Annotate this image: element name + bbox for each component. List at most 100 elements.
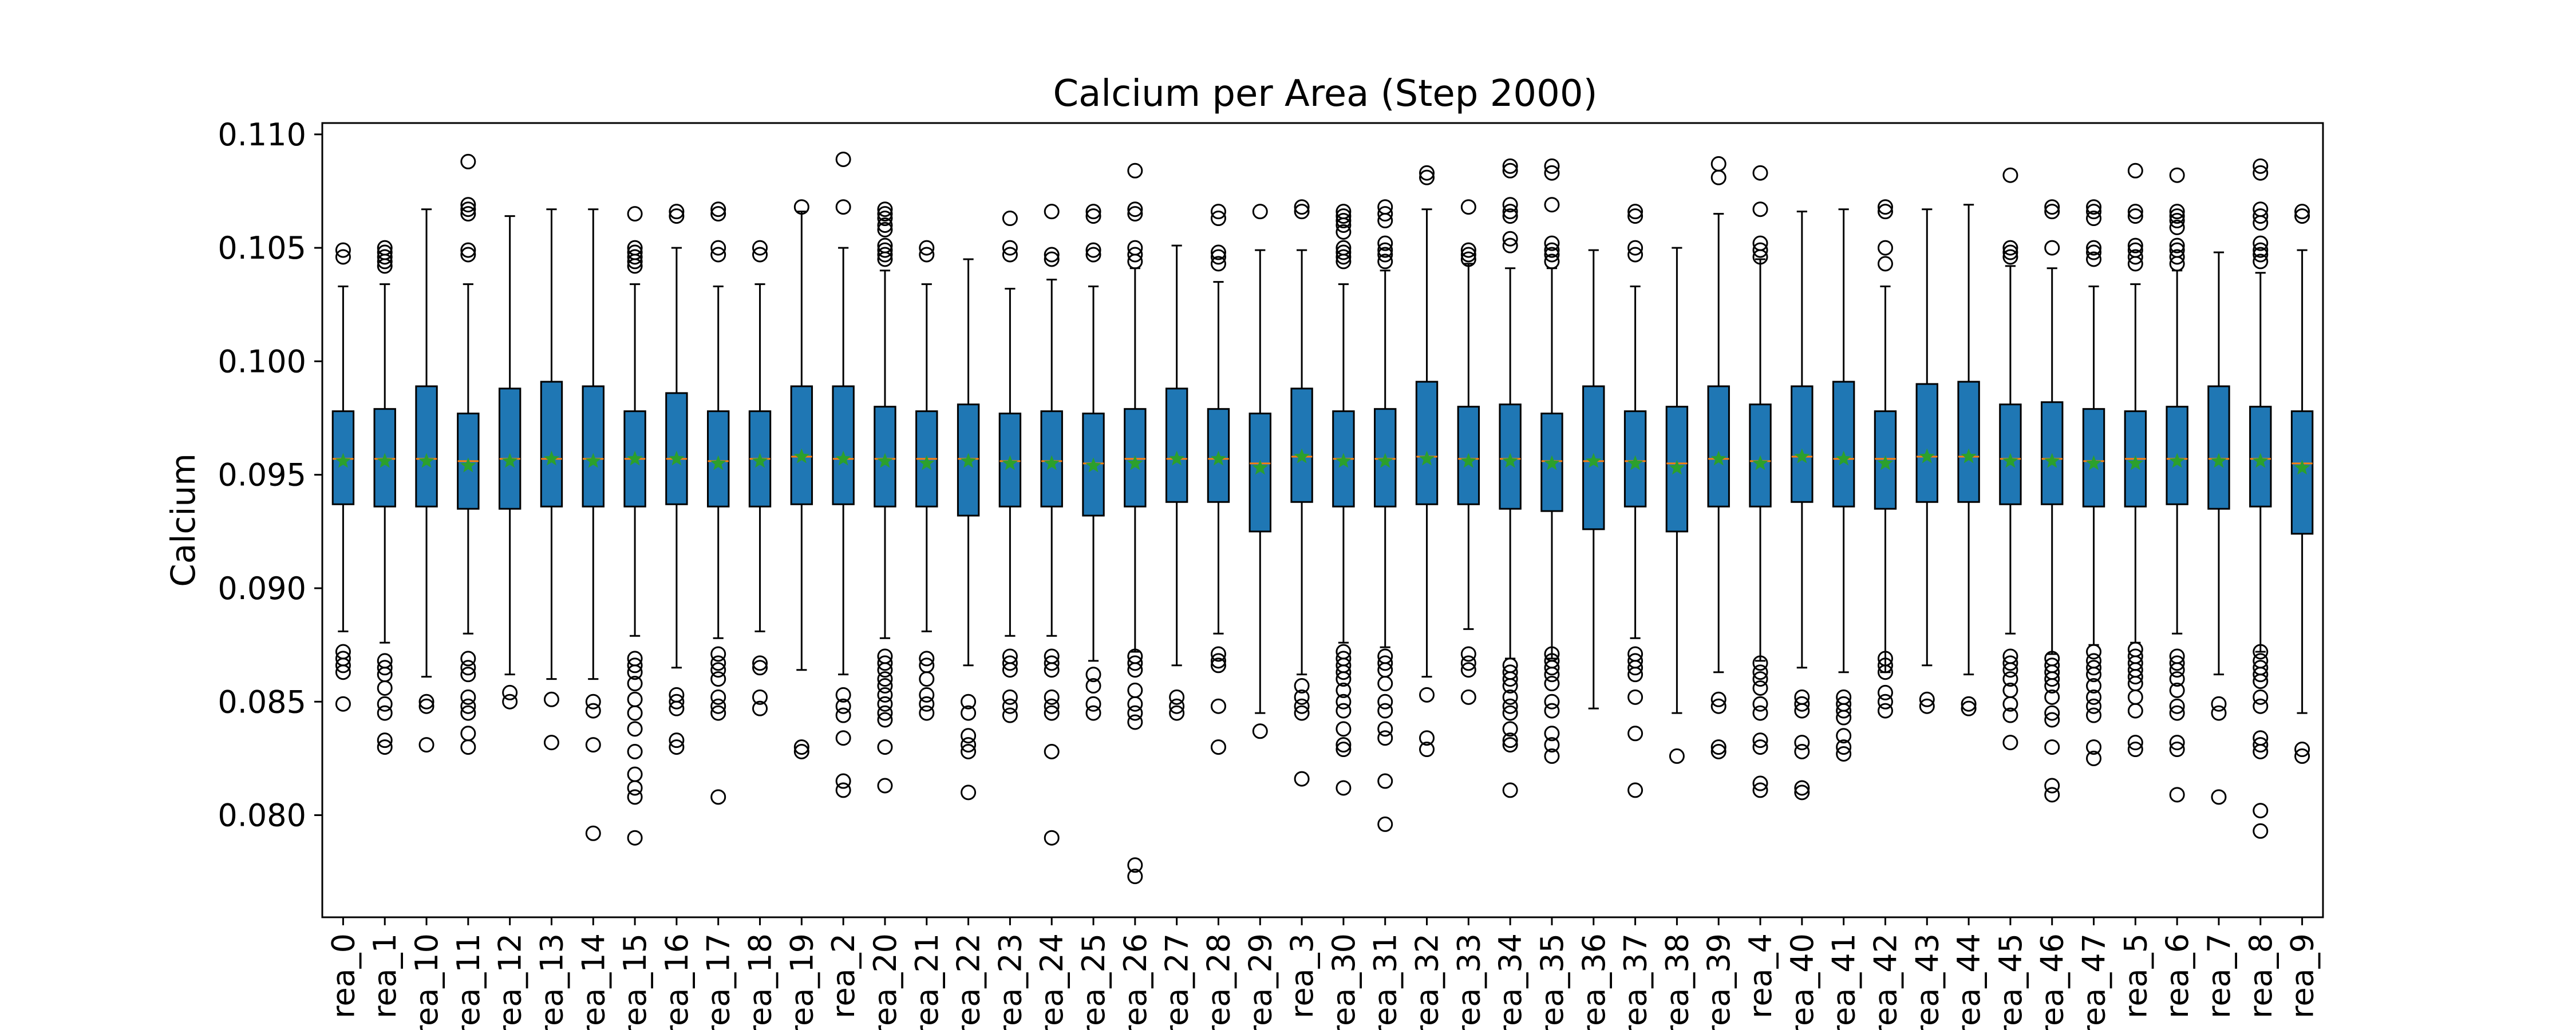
outlier-point xyxy=(2169,256,2185,272)
outlier-point xyxy=(1752,201,1768,217)
outlier-point xyxy=(2253,158,2269,174)
mean-marker xyxy=(710,455,726,470)
outlier-point xyxy=(1127,857,1143,873)
outlier-point xyxy=(460,153,476,169)
outlier-point xyxy=(710,698,726,714)
outlier-point xyxy=(1877,657,1893,674)
x-tick-label-rea_42: rea_42 xyxy=(1867,933,1903,1030)
outlier-point xyxy=(1502,231,1518,247)
box-rea_24 xyxy=(1040,204,1063,846)
outlier-point xyxy=(1377,676,1393,692)
outlier-point xyxy=(2127,208,2143,224)
outlier-point xyxy=(1544,748,1560,764)
box-rea_27 xyxy=(1165,244,1188,721)
outlier-point xyxy=(2253,667,2269,683)
outlier-point xyxy=(877,739,893,755)
outlier-point xyxy=(1794,696,1810,712)
x-tick-label-rea_5: rea_5 xyxy=(2117,933,2154,1019)
outlier-point xyxy=(1419,730,1435,746)
outlier-point xyxy=(1377,242,1393,258)
outlier-point xyxy=(877,201,893,217)
outlier-point xyxy=(2169,167,2185,183)
outlier-point xyxy=(1877,684,1893,700)
y-tick-label-1: 0.085 xyxy=(218,684,306,720)
outlier-point xyxy=(2253,235,2269,251)
outlier-point xyxy=(1377,213,1393,229)
outlier-point xyxy=(1877,199,1893,215)
outlier-point xyxy=(710,201,726,217)
outlier-point xyxy=(1877,240,1893,256)
outlier-point xyxy=(502,684,518,700)
outlier-point xyxy=(2002,240,2018,256)
box-rea_22 xyxy=(957,258,980,801)
outlier-point xyxy=(2253,674,2269,690)
outlier-point xyxy=(1377,721,1393,737)
plot-area-frame xyxy=(321,122,2324,918)
x-tick-label-rea_4: rea_4 xyxy=(1743,933,1779,1019)
outlier-point xyxy=(1752,165,1768,181)
outlier-point xyxy=(627,676,643,692)
iqr-box xyxy=(832,385,855,505)
outlier-point xyxy=(2253,215,2269,231)
box-rea_21 xyxy=(915,240,938,721)
mean-marker xyxy=(1877,455,1894,470)
outlier-point xyxy=(1377,816,1393,832)
outlier-point xyxy=(460,660,476,676)
outlier-point xyxy=(1085,667,1101,683)
outlier-point xyxy=(1044,662,1060,678)
outlier-point xyxy=(2253,253,2269,270)
outlier-point xyxy=(1460,251,1476,267)
outlier-point xyxy=(2086,689,2102,705)
outlier-point xyxy=(1544,737,1560,753)
outlier-point xyxy=(919,687,935,703)
y-tick-label-4: 0.100 xyxy=(218,343,306,379)
outlier-point xyxy=(1502,158,1518,174)
x-tick-label-rea_10: rea_10 xyxy=(409,933,445,1030)
iqr-box xyxy=(540,381,563,508)
box-rea_3 xyxy=(1290,199,1313,787)
mean-marker xyxy=(585,453,601,468)
box-rea_19 xyxy=(790,199,813,760)
outlier-point xyxy=(1336,253,1352,270)
outlier-point xyxy=(1544,158,1560,174)
outlier-point xyxy=(2086,750,2102,766)
box-rea_34 xyxy=(1499,158,1522,798)
outlier-point xyxy=(627,766,643,782)
outlier-point xyxy=(1336,703,1352,719)
outlier-point xyxy=(585,694,601,710)
outlier-point xyxy=(835,698,851,714)
x-tick-label-rea_0: rea_0 xyxy=(325,933,361,1019)
outlier-point xyxy=(919,240,935,256)
outlier-point xyxy=(1377,703,1393,719)
outlier-point xyxy=(1544,247,1560,263)
outlier-point xyxy=(2253,737,2269,753)
outlier-point xyxy=(2169,213,2185,229)
outlier-point xyxy=(2044,240,2060,256)
x-tick-label-rea_23: rea_23 xyxy=(992,933,1028,1030)
outlier-point xyxy=(1127,662,1143,678)
mean-marker xyxy=(752,453,768,468)
outlier-point xyxy=(669,208,685,224)
outlier-point xyxy=(2127,735,2143,751)
outlier-point xyxy=(2127,703,2143,719)
outlier-point xyxy=(460,705,476,721)
outlier-point xyxy=(1169,705,1185,721)
outlier-point xyxy=(2253,689,2269,705)
outlier-point xyxy=(1502,204,1518,220)
outlier-point xyxy=(2169,742,2185,758)
outlier-point xyxy=(460,242,476,258)
iqr-box xyxy=(2290,410,2314,535)
mean-marker xyxy=(627,450,643,466)
outlier-point xyxy=(460,726,476,742)
outlier-point xyxy=(1085,247,1101,263)
outlier-point xyxy=(793,744,809,760)
outlier-point xyxy=(1794,785,1810,801)
outlier-point xyxy=(1044,655,1060,671)
outlier-point xyxy=(1127,163,1143,179)
box-rea_1 xyxy=(373,240,396,755)
y-tick-label-5: 0.105 xyxy=(218,230,306,266)
outlier-point xyxy=(1044,251,1060,267)
outlier-point xyxy=(2211,789,2227,805)
outlier-point xyxy=(877,247,893,263)
mean-marker xyxy=(1544,455,1560,470)
